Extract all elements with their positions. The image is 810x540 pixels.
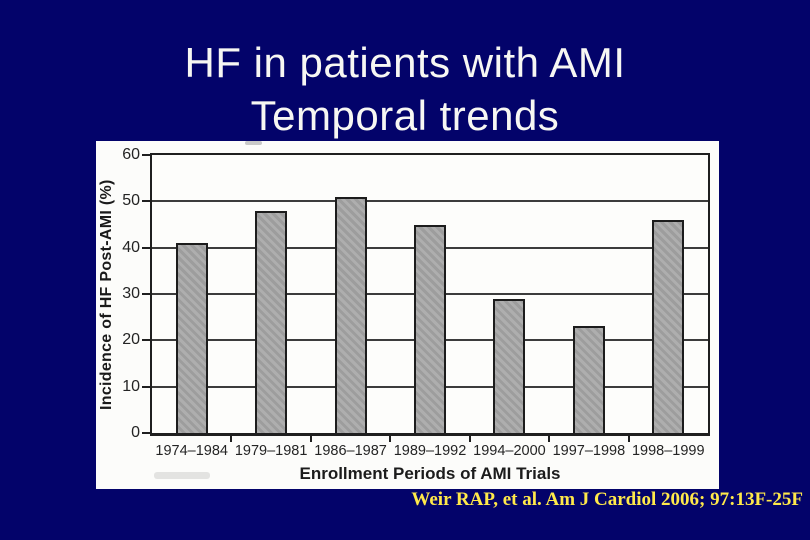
bar-1998–1999 <box>652 219 685 433</box>
y-tick-10 <box>142 385 150 388</box>
scan-artifact-bottom <box>154 472 210 479</box>
x-tick-label-1986–1987: 1986–1987 <box>314 443 387 459</box>
x-tick-label-1989–1992: 1989–1992 <box>393 443 467 459</box>
y-tick-40 <box>142 246 150 249</box>
x-boundary-tick-4 <box>468 436 471 442</box>
bar-1986–1987 <box>334 196 367 433</box>
gridline-50 <box>152 200 708 203</box>
title-line-1: HF in patients with AMI <box>184 39 626 86</box>
bar-1979–1981 <box>255 210 288 433</box>
x-boundary-tick-1 <box>230 436 233 442</box>
title-line-2: Temporal trends <box>250 92 560 139</box>
y-tick-label-60: 60 <box>122 146 140 163</box>
citation: Weir RAP, et al. Am J Cardiol 2006; 97:1… <box>411 489 803 510</box>
y-tick-label-40: 40 <box>122 238 140 256</box>
bar-1989–1992 <box>414 224 446 433</box>
x-boundary-tick-5 <box>548 436 551 442</box>
slide-title: HF in patients with AMI Temporal trends <box>0 36 810 142</box>
y-tick-50 <box>142 200 150 203</box>
x-tick-label-1998–1999: 1998–1999 <box>631 443 705 459</box>
bar-1997–1998 <box>572 326 605 433</box>
y-tick-20 <box>142 339 150 342</box>
y-tick-label-50: 50 <box>122 192 140 210</box>
x-boundary-tick-2 <box>309 436 312 442</box>
x-tick-label-1997–1998: 1997–1998 <box>552 443 626 459</box>
bar-1994–2000 <box>493 298 526 433</box>
y-tick-0 <box>142 432 150 434</box>
y-tick-30 <box>142 293 150 295</box>
x-tick-label-1979–1981: 1979–1981 <box>234 443 308 459</box>
y-tick-label-10: 10 <box>122 377 140 395</box>
y-tick-label-30: 30 <box>122 285 140 302</box>
chart-figure: Incidence of HF Post-AMI (%) 0 10 20 30 40 50… <box>96 141 719 489</box>
x-tick-label-1974–1984: 1974–1984 <box>155 443 228 459</box>
y-tick-60 <box>142 154 150 156</box>
x-boundary-tick-3 <box>389 436 392 442</box>
y-tick-label-20: 20 <box>122 331 140 349</box>
plot-area <box>150 153 710 436</box>
bar-1974–1984 <box>175 243 208 433</box>
scan-artifact-top <box>245 141 262 145</box>
y-tick-label-0: 0 <box>131 424 140 441</box>
x-axis-title: Enrollment Periods of AMI Trials <box>299 464 561 483</box>
x-tick-label-1994–2000: 1994–2000 <box>473 443 546 459</box>
x-boundary-tick-6 <box>627 436 630 442</box>
